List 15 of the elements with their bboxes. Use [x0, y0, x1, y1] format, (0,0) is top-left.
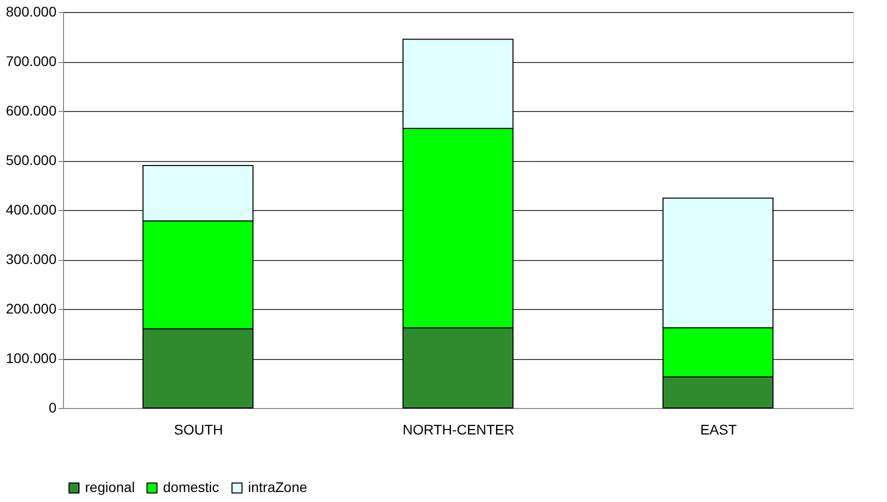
y-tick-label: 800.000	[6, 4, 57, 20]
x-tick-label: EAST	[700, 422, 738, 438]
legend-label: regional	[85, 479, 135, 495]
x-tick-label: SOUTH	[174, 422, 223, 438]
y-tick-label: 100.000	[6, 350, 57, 366]
y-tick-label: 0	[48, 400, 57, 416]
y-tick-label: 300.000	[6, 251, 57, 267]
y-tick-label: 600.000	[6, 102, 57, 118]
y-tick-label: 500.000	[6, 152, 57, 168]
y-tick-label: 700.000	[6, 53, 57, 69]
x-tick-label: NORTH-CENTER	[402, 422, 514, 438]
y-tick-label: 400.000	[6, 202, 57, 218]
legend-label: intraZone	[248, 479, 308, 495]
y-tick-label: 200.000	[6, 300, 57, 316]
legend-label: domestic	[163, 479, 220, 495]
